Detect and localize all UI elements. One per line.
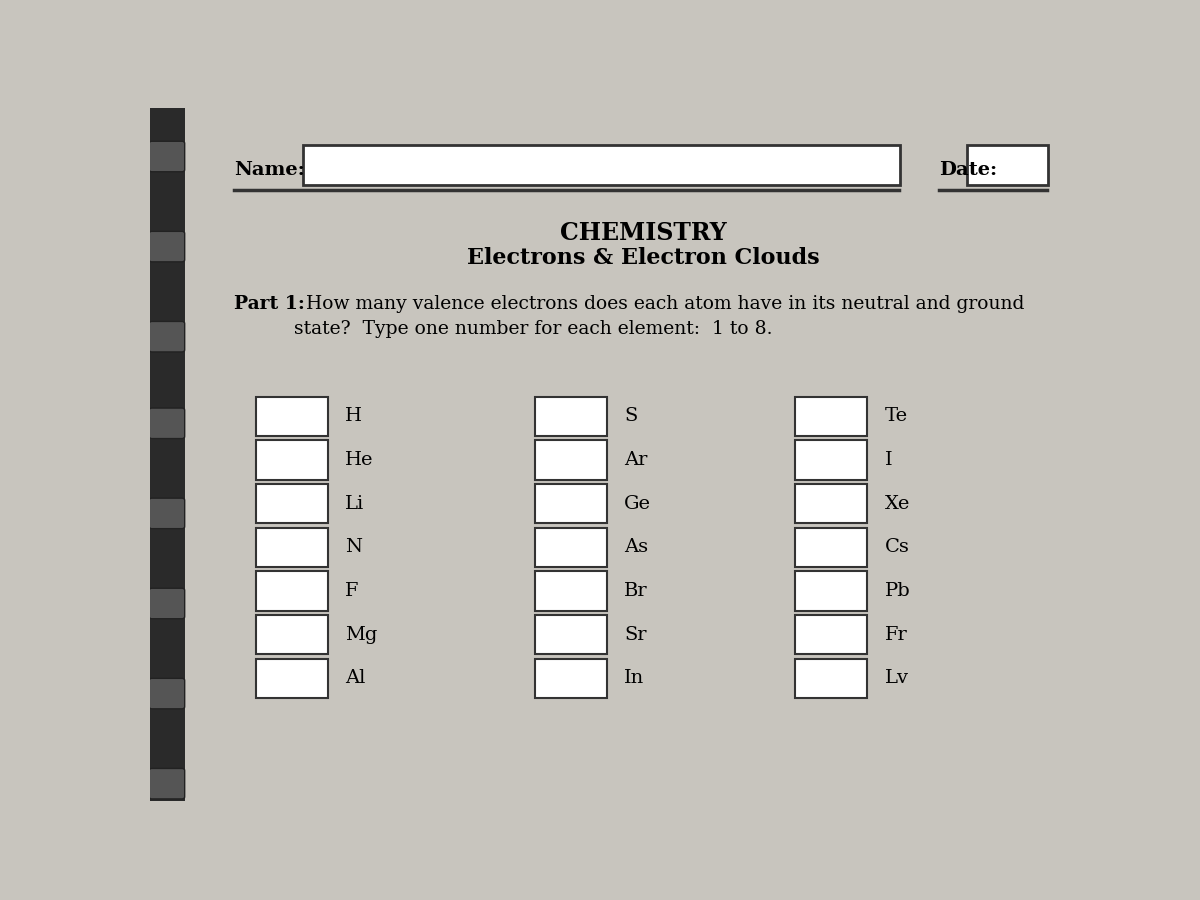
Text: I: I	[884, 451, 893, 469]
FancyBboxPatch shape	[149, 408, 185, 438]
Text: N: N	[346, 538, 362, 556]
FancyBboxPatch shape	[796, 440, 868, 480]
FancyBboxPatch shape	[256, 397, 328, 436]
FancyBboxPatch shape	[796, 572, 868, 611]
FancyBboxPatch shape	[256, 659, 328, 698]
Text: H: H	[346, 408, 362, 426]
FancyBboxPatch shape	[256, 572, 328, 611]
Text: As: As	[624, 538, 648, 556]
FancyBboxPatch shape	[149, 321, 185, 352]
FancyBboxPatch shape	[256, 527, 328, 567]
Text: Electrons & Electron Clouds: Electrons & Electron Clouds	[467, 248, 820, 269]
Text: Br: Br	[624, 582, 648, 600]
FancyBboxPatch shape	[796, 659, 868, 698]
Text: Date:: Date:	[938, 161, 997, 179]
FancyBboxPatch shape	[256, 615, 328, 654]
FancyBboxPatch shape	[302, 146, 900, 184]
Text: Name:: Name:	[234, 161, 305, 179]
FancyBboxPatch shape	[149, 141, 185, 172]
Text: Cs: Cs	[884, 538, 910, 556]
FancyBboxPatch shape	[967, 146, 1049, 184]
FancyBboxPatch shape	[149, 769, 185, 799]
FancyBboxPatch shape	[796, 397, 868, 436]
Text: Ge: Ge	[624, 495, 652, 513]
Text: In: In	[624, 670, 644, 688]
Text: F: F	[346, 582, 359, 600]
Text: How many valence electrons does each atom have in its neutral and ground
state? : How many valence electrons does each ato…	[294, 295, 1025, 338]
FancyBboxPatch shape	[535, 615, 607, 654]
Text: Lv: Lv	[884, 670, 908, 688]
FancyBboxPatch shape	[256, 440, 328, 480]
Text: He: He	[346, 451, 374, 469]
Text: Xe: Xe	[884, 495, 910, 513]
FancyBboxPatch shape	[796, 484, 868, 524]
FancyBboxPatch shape	[796, 527, 868, 567]
FancyBboxPatch shape	[535, 397, 607, 436]
Text: Pb: Pb	[884, 582, 911, 600]
FancyBboxPatch shape	[796, 615, 868, 654]
FancyBboxPatch shape	[535, 484, 607, 524]
Text: Fr: Fr	[884, 626, 907, 644]
FancyBboxPatch shape	[535, 527, 607, 567]
Text: Mg: Mg	[346, 626, 378, 644]
FancyBboxPatch shape	[535, 572, 607, 611]
Bar	[150, 108, 185, 801]
Text: Te: Te	[884, 408, 908, 426]
Text: S: S	[624, 408, 637, 426]
Text: Ar: Ar	[624, 451, 648, 469]
FancyBboxPatch shape	[535, 440, 607, 480]
Text: Part 1:: Part 1:	[234, 295, 305, 313]
FancyBboxPatch shape	[256, 484, 328, 524]
FancyBboxPatch shape	[149, 499, 185, 528]
Text: Al: Al	[346, 670, 366, 688]
Text: CHEMISTRY: CHEMISTRY	[559, 220, 726, 245]
FancyBboxPatch shape	[535, 659, 607, 698]
FancyBboxPatch shape	[149, 231, 185, 262]
Text: Sr: Sr	[624, 626, 647, 644]
FancyBboxPatch shape	[149, 589, 185, 618]
FancyBboxPatch shape	[149, 679, 185, 709]
Text: Li: Li	[346, 495, 365, 513]
